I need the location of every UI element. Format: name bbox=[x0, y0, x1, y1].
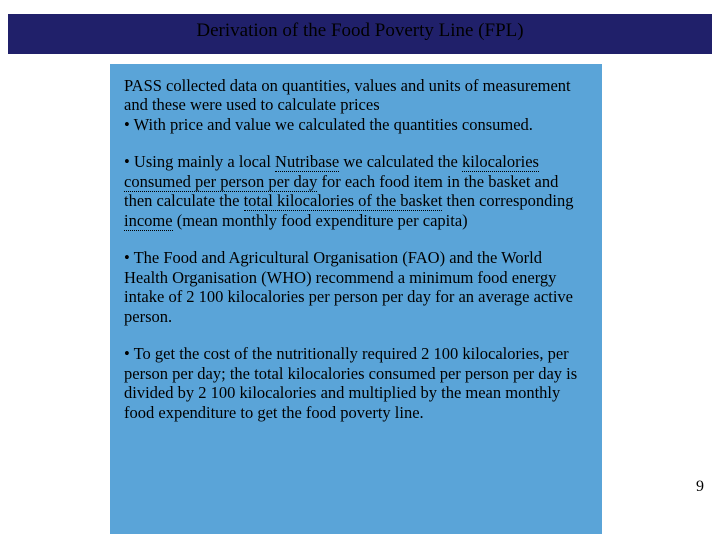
page-number: 9 bbox=[696, 478, 704, 496]
para1-line-b: • With price and value we calculated the… bbox=[124, 115, 533, 134]
p2-u1: Nutribase bbox=[275, 152, 339, 172]
content-box: PASS collected data on quantities, value… bbox=[110, 64, 602, 534]
p2-a: • Using mainly a local bbox=[124, 152, 275, 171]
p2-e: (mean monthly food expenditure per capit… bbox=[173, 211, 468, 230]
p2-u3: total kilocalories of the basket bbox=[244, 191, 443, 211]
slide-title: Derivation of the Food Poverty Line (FPL… bbox=[0, 20, 720, 42]
p2-d: then corresponding bbox=[442, 191, 573, 210]
paragraph-3: • The Food and Agricultural Organisation… bbox=[124, 248, 588, 326]
paragraph-2: • Using mainly a local Nutribase we calc… bbox=[124, 152, 588, 230]
para1-line-a: PASS collected data on quantities, value… bbox=[124, 76, 571, 114]
p2-b: we calculated the bbox=[339, 152, 462, 171]
paragraph-1: PASS collected data on quantities, value… bbox=[124, 76, 588, 134]
paragraph-4: • To get the cost of the nutritionally r… bbox=[124, 344, 588, 422]
p2-u4: income bbox=[124, 211, 173, 231]
